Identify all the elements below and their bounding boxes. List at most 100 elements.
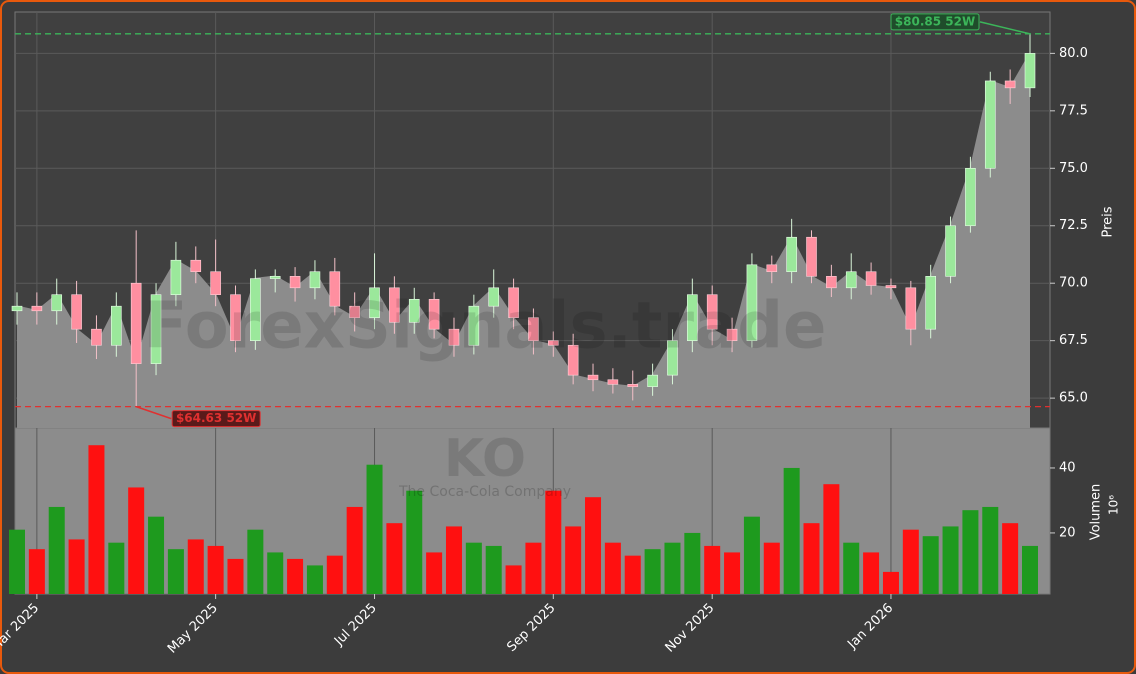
candle-body xyxy=(349,305,360,318)
candle-body xyxy=(1004,80,1016,89)
volume-bar xyxy=(247,529,264,594)
candle-body xyxy=(905,287,917,330)
y-tick-label: 77.5 xyxy=(1059,103,1088,118)
candle-body xyxy=(230,294,241,341)
candle-body xyxy=(289,276,301,289)
volume-bar xyxy=(68,539,85,594)
annotation-label: $64.63 52W xyxy=(176,411,256,425)
volume-bar xyxy=(962,510,979,594)
volume-bar xyxy=(942,526,959,594)
candle-body xyxy=(250,278,261,341)
candle-body xyxy=(448,328,460,346)
volume-bar xyxy=(644,549,661,594)
y-axis-label: Preis xyxy=(1101,206,1116,237)
volume-unit: 10⁶ xyxy=(1107,495,1121,515)
candle-body xyxy=(111,305,122,346)
volume-axis-label: Volumen xyxy=(1089,484,1104,541)
candle-body xyxy=(150,294,162,364)
y-tick-label: 67.5 xyxy=(1059,333,1088,348)
volume-bar xyxy=(724,552,741,594)
candle-body xyxy=(11,305,23,312)
volume-tick-label: 20 xyxy=(1059,525,1076,540)
volume-bar xyxy=(426,552,443,594)
candle-body xyxy=(925,276,936,330)
candle-body xyxy=(746,264,758,341)
volume-bar xyxy=(386,523,403,594)
volume-bar xyxy=(882,571,899,594)
candle-body xyxy=(269,276,281,279)
volume-bar xyxy=(406,490,423,594)
volume-bar xyxy=(783,467,800,594)
volume-bar xyxy=(207,545,224,594)
candle-body xyxy=(91,328,102,346)
volume-bar xyxy=(585,497,602,594)
volume-bar xyxy=(763,542,780,594)
candle-body xyxy=(726,328,738,341)
y-tick-label: 70.0 xyxy=(1059,276,1088,291)
candle-body xyxy=(170,259,182,295)
candle-body xyxy=(130,282,142,364)
volume-bar xyxy=(48,506,65,594)
volume-bar xyxy=(346,506,363,594)
candle-body xyxy=(687,294,698,341)
volume-bar xyxy=(9,529,25,594)
volume-bar xyxy=(306,565,323,594)
candle-body xyxy=(51,294,63,312)
candle-body xyxy=(71,294,82,330)
candle-body xyxy=(706,294,718,330)
candle-body xyxy=(428,298,440,330)
candle-body xyxy=(647,374,658,387)
candle-body xyxy=(31,305,43,312)
volume-bar xyxy=(902,529,919,594)
annotation-box xyxy=(890,13,980,31)
candle-body xyxy=(627,384,639,387)
candle-body xyxy=(567,344,579,376)
volume-bar xyxy=(843,542,860,594)
volume-bar xyxy=(545,490,562,594)
volume-bar xyxy=(287,558,304,594)
candle-body xyxy=(1024,53,1036,89)
symbol-watermark: KO xyxy=(444,429,526,489)
volume-tick-label: 40 xyxy=(1059,460,1076,475)
candle-body xyxy=(766,264,778,273)
candle-body xyxy=(210,271,221,295)
y-tick-label: 75.0 xyxy=(1059,161,1088,176)
annotation-box xyxy=(171,410,261,428)
candle-body xyxy=(786,236,797,273)
volume-bar xyxy=(525,542,542,594)
candle-body xyxy=(806,236,817,277)
candle-body xyxy=(528,317,539,341)
candle-body xyxy=(190,259,202,273)
volume-bar xyxy=(1002,523,1019,594)
volume-bar xyxy=(366,464,383,594)
volume-bar xyxy=(982,506,999,594)
volume-bar xyxy=(485,545,502,594)
close-area xyxy=(17,53,1030,428)
candle-body xyxy=(488,287,500,307)
candle-body xyxy=(369,287,380,318)
volume-bar xyxy=(1022,545,1038,594)
volume-bar xyxy=(227,558,244,594)
candle-body xyxy=(389,287,400,323)
candle-body xyxy=(865,271,877,286)
volume-bar xyxy=(743,516,760,594)
annotation-label: $80.85 52W xyxy=(895,14,975,28)
y-tick-label: 72.5 xyxy=(1059,218,1088,233)
volume-bar xyxy=(128,487,145,594)
candle-body xyxy=(965,167,976,227)
volume-bar xyxy=(88,445,105,594)
volume-bar xyxy=(664,542,681,594)
y-tick-label: 80.0 xyxy=(1059,46,1088,61)
volume-bar xyxy=(326,555,343,594)
annotation-arrow xyxy=(135,405,172,420)
candle-body xyxy=(309,271,321,289)
volume-bar xyxy=(267,552,284,594)
candle-body xyxy=(468,305,480,346)
candle-body xyxy=(984,80,996,169)
volume-bar xyxy=(624,555,641,594)
volume-bar xyxy=(167,549,184,594)
volume-bar xyxy=(604,542,621,594)
candle-body xyxy=(408,298,420,323)
